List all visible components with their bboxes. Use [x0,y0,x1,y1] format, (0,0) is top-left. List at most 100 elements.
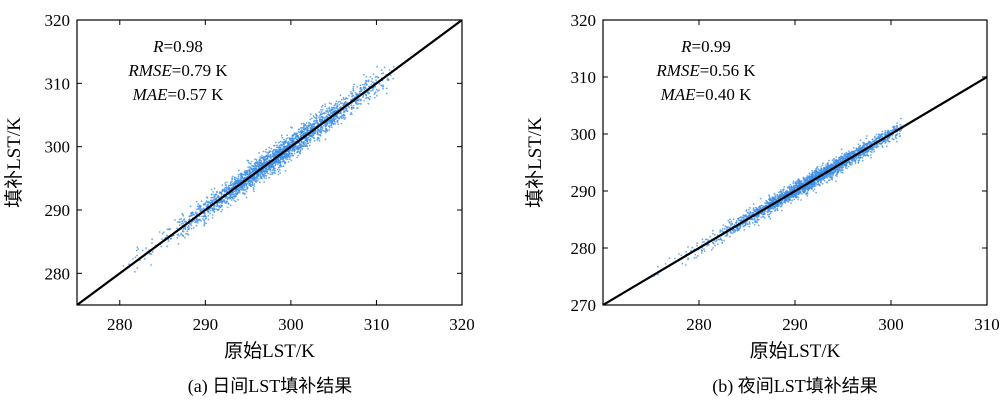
scatter-point [334,102,337,105]
scatter-point [325,125,327,127]
scatter-point [186,230,189,233]
scatter-point [328,107,331,110]
scatter-point [334,115,337,118]
scatter-point [790,188,793,191]
scatter-point [752,208,755,211]
scatter-point [376,94,378,97]
scatter-point [303,143,306,146]
scatter-point [204,204,206,206]
scatter-point [316,120,319,122]
scatter-point [320,128,323,131]
scatter-point [302,127,305,130]
scatter-point [871,138,874,141]
scatter-point [359,98,361,100]
scatter-point [766,200,769,203]
scatter-point [324,117,326,120]
scatter-point [201,215,203,218]
scatter-point [283,152,286,155]
scatter-point [778,191,780,194]
scatter-point [266,156,269,159]
scatter-point [724,235,727,238]
scatter-point [822,177,825,180]
scatter-point [203,219,206,222]
scatter-point [280,134,283,137]
scatter-point [351,95,353,98]
scatter-point [314,122,317,124]
scatter-point [196,212,199,214]
scatter-point [261,170,264,172]
scatter-point [223,190,226,193]
scatter-point [896,125,899,128]
scatter-point [875,146,878,149]
scatter-point [891,137,894,140]
scatter-point [282,165,285,168]
scatter-point [330,119,333,122]
scatter-point [857,155,860,158]
scatter-point [183,218,186,221]
scatter-point [895,137,898,140]
scatter-point [674,257,676,260]
scatter-point [815,175,818,177]
scatter-point [309,139,311,142]
scatter-point [392,66,395,68]
scatter-point [343,114,346,117]
scatter-point [193,219,196,221]
scatter-point [871,151,873,154]
scatter-point [381,85,384,88]
scatter-point [257,178,260,181]
scatter-point [346,97,349,100]
scatter-point [880,133,883,136]
scatter-point [264,170,267,173]
scatter-point [370,80,373,83]
scatter-point [855,156,858,158]
scatter-point [769,199,772,202]
scatter-point [745,216,748,218]
scatter-point [304,123,306,126]
scatter-point [313,119,316,122]
y-axis-label: 填补LST/K [3,117,25,208]
scatter-point [299,133,302,136]
scatter-point [225,187,228,190]
scatter-point [803,180,805,182]
scatter-point [852,150,855,153]
scatter-point [373,96,376,99]
scatter-point [182,214,185,217]
scatter-point [283,156,285,159]
scatter-point [837,162,839,164]
scatter-point [841,171,844,174]
scatter-point [867,142,870,145]
scatter-point [297,128,300,131]
stat-name: R [152,37,164,56]
scatter-point [215,202,218,205]
stat-mae: MAE=0.57 K [132,85,225,104]
scatter-point [233,181,236,184]
scatter-point [237,175,240,178]
scatter-point [681,262,684,265]
scatter-point [900,117,902,120]
scatter-point [188,215,191,218]
scatter-point [136,254,138,257]
scatter-point [215,191,218,194]
scatter-point [781,209,783,212]
scatter-point [287,142,290,145]
scatter-point [266,168,269,171]
scatter-point [213,196,215,199]
scatter-point [657,266,659,268]
scatter-point [309,137,312,140]
scatter-point [189,205,192,208]
scatter-point [748,223,751,225]
scatter-point [891,130,893,133]
scatter-point [729,235,731,238]
scatter-point [235,179,238,182]
scatter-point [336,115,339,118]
scatter-point [194,221,197,224]
scatter-point [122,265,125,267]
scatter-point [344,117,347,119]
scatter-point [295,132,298,135]
scatter-point [865,137,868,140]
scatter-point [252,165,255,167]
scatter-point [828,176,831,179]
scatter-point [668,257,671,259]
scatter-point [220,201,223,204]
scatter-point [346,110,349,112]
